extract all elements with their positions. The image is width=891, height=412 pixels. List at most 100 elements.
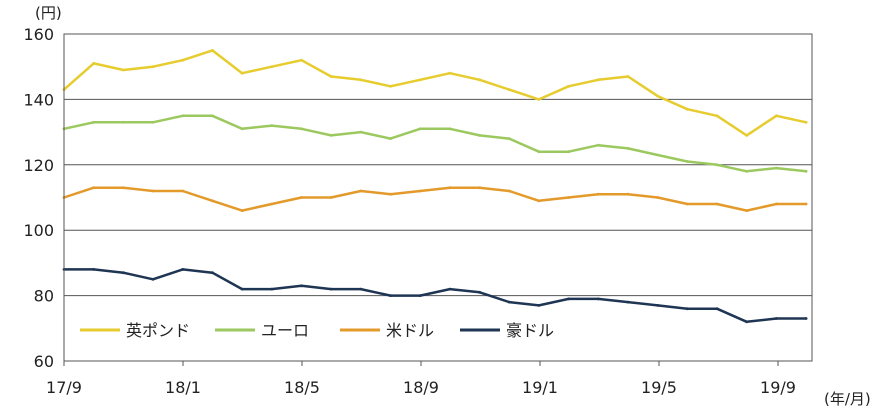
series-point-3	[359, 287, 363, 291]
series-point-1	[240, 127, 244, 131]
series-point-2	[656, 196, 660, 199]
series-point-3	[626, 300, 630, 304]
series-point-3	[389, 294, 392, 297]
series-point-1	[626, 147, 630, 150]
series-point-2	[626, 192, 630, 196]
series-point-2	[329, 196, 333, 199]
series-point-0	[300, 58, 303, 62]
series-point-3	[596, 297, 600, 301]
series-point-3	[329, 287, 333, 291]
series-point-1	[122, 120, 125, 124]
series-point-2	[715, 202, 719, 206]
series-point-1	[567, 150, 570, 154]
series-lines	[62, 49, 808, 324]
series-point-1	[537, 150, 541, 154]
series-point-3	[300, 284, 303, 288]
series-point-2	[596, 192, 600, 196]
series-point-2	[567, 196, 570, 199]
x-tick-label: 18/9	[403, 378, 439, 397]
series-point-1	[775, 166, 778, 170]
series-point-1	[685, 160, 689, 163]
series-point-1	[300, 127, 303, 131]
series-point-2	[181, 189, 185, 193]
x-tick-label: 19/1	[522, 378, 558, 397]
series-point-1	[745, 169, 749, 173]
series-point-2	[537, 199, 541, 203]
series-point-0	[92, 62, 96, 65]
y-tick-label: 60	[34, 352, 54, 371]
series-point-0	[775, 114, 778, 118]
legend-label: 英ポンド	[126, 321, 190, 340]
series-point-2	[92, 186, 96, 190]
series-point-2	[359, 189, 363, 193]
series-point-0	[596, 78, 600, 82]
series-point-2	[211, 199, 214, 203]
series-point-3	[211, 271, 214, 275]
series-point-0	[122, 68, 125, 72]
series-point-0	[181, 58, 185, 62]
series-point-1	[596, 143, 600, 147]
series-point-1	[329, 134, 333, 137]
series-line-0	[63, 49, 807, 137]
series-point-0	[804, 120, 808, 124]
series-point-3	[478, 290, 481, 294]
series-point-0	[240, 71, 244, 75]
series-point-1	[389, 137, 392, 141]
series-point-0	[359, 78, 363, 82]
series-line-2	[63, 186, 807, 212]
series-point-0	[537, 98, 541, 101]
series-point-3	[567, 297, 570, 301]
x-axis-unit-label: (年/月)	[824, 390, 871, 408]
series-point-2	[745, 209, 749, 213]
series-point-1	[270, 124, 274, 127]
series-point-3	[507, 300, 511, 304]
series-point-0	[567, 84, 570, 88]
series-point-0	[745, 134, 749, 137]
series-point-3	[240, 287, 244, 291]
y-axis-ticks: 60 80 100 120 140 160	[23, 25, 54, 371]
series-point-1	[448, 127, 452, 131]
y-tick-label: 100	[23, 221, 54, 240]
series-point-0	[151, 65, 155, 69]
series-point-1	[715, 163, 719, 167]
x-axis-ticks: 17/9 18/1 18/5 18/9 19/1 19/5 19/9	[46, 361, 796, 397]
series-point-0	[448, 71, 452, 75]
series-line-3	[64, 268, 807, 324]
series-point-2	[448, 186, 452, 190]
series-point-0	[478, 78, 481, 82]
series-point-2	[685, 202, 689, 206]
series-point-3	[270, 287, 274, 291]
series-point-3	[122, 271, 125, 275]
series-point-1	[359, 130, 363, 134]
legend-label: ユーロ	[261, 321, 309, 340]
x-tick-label: 18/5	[284, 378, 320, 397]
plot-frame	[63, 33, 813, 362]
series-line-1	[63, 114, 807, 173]
series-point-3	[715, 307, 719, 311]
x-tick-label: 18/1	[165, 378, 201, 397]
series-point-0	[270, 65, 274, 69]
legend-label: 米ドル	[386, 321, 434, 340]
y-tick-label: 80	[34, 287, 54, 306]
series-point-0	[656, 94, 660, 98]
x-tick-label: 17/9	[46, 378, 82, 397]
series-point-2	[775, 202, 778, 206]
series-point-3	[685, 307, 689, 311]
series-point-2	[804, 202, 808, 206]
series-point-2	[389, 192, 392, 196]
series-point-0	[329, 75, 333, 78]
y-tick-label: 120	[23, 156, 54, 175]
series-point-3	[181, 268, 185, 271]
series-point-0	[715, 114, 719, 118]
series-point-1	[656, 153, 660, 157]
series-point-1	[211, 114, 214, 118]
series-point-1	[151, 120, 155, 124]
series-point-2	[300, 196, 303, 199]
series-point-3	[537, 304, 541, 307]
series-point-1	[478, 134, 481, 137]
series-point-3	[745, 320, 749, 324]
x-tick-label: 19/9	[760, 378, 796, 397]
legend-label: 豪ドル	[506, 321, 554, 340]
y-tick-label: 160	[23, 25, 54, 44]
